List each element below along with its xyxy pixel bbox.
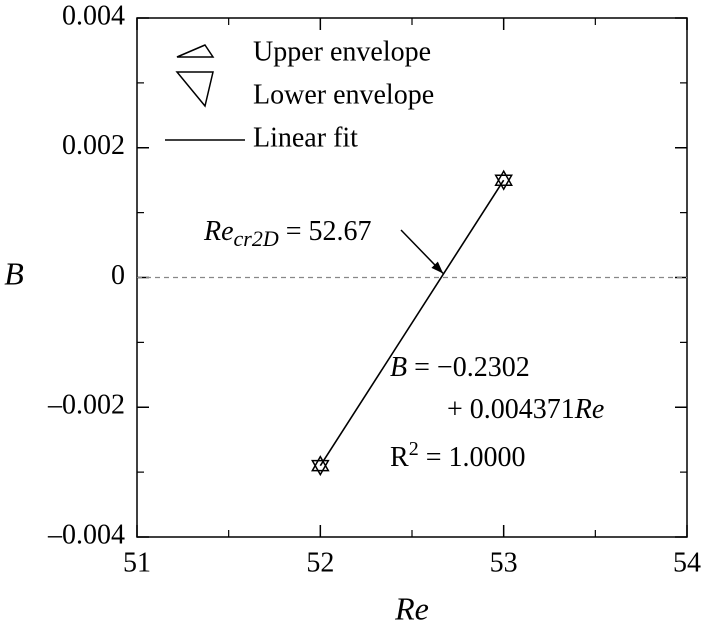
- y-tick-label: –0.004: [47, 519, 125, 550]
- x-tick-label: 53: [490, 547, 518, 578]
- y-tick-label: –0.002: [47, 390, 125, 421]
- annotation-part: cr2D: [234, 226, 279, 251]
- y-tick-label: 0.002: [62, 130, 125, 161]
- legend-marker: [176, 44, 215, 58]
- equation-part: B: [390, 352, 407, 383]
- y-tick-label: 0: [111, 260, 125, 291]
- equation-part: 2: [409, 438, 419, 460]
- equation-part: = 1.0000: [419, 442, 526, 473]
- critical-annotation: Recr2D = 52.67: [203, 216, 372, 251]
- marker: [311, 459, 330, 477]
- equation-part: Re: [574, 394, 605, 425]
- y-tick-label: 0.004: [62, 0, 125, 31]
- x-tick-label: 52: [306, 547, 334, 578]
- x-tick-label: 51: [123, 547, 151, 578]
- legend-label: Lower envelope: [253, 79, 434, 110]
- equation-part: R: [390, 442, 409, 473]
- y-axis-label: B: [4, 255, 24, 291]
- x-tick-label: 54: [673, 547, 701, 578]
- marker: [494, 174, 513, 191]
- annotation-part: Re: [203, 216, 234, 247]
- legend-marker: [175, 71, 214, 108]
- marker: [311, 455, 330, 472]
- equation-part: + 0.004371: [447, 394, 575, 425]
- x-axis-label: Re: [394, 590, 429, 626]
- equation-part: = −0.2302: [407, 352, 530, 383]
- legend-label: Linear fit: [253, 122, 358, 153]
- equation-line: B = −0.2302: [390, 352, 530, 383]
- annotation-arrowhead: [431, 261, 444, 274]
- marker: [494, 169, 513, 186]
- equation-line: R2 = 1.0000: [390, 438, 525, 474]
- fit-line: [319, 179, 505, 467]
- equation-line: + 0.004371Re: [447, 394, 604, 425]
- annotation-part: = 52.67: [279, 216, 372, 247]
- legend-label: Upper envelope: [253, 36, 431, 67]
